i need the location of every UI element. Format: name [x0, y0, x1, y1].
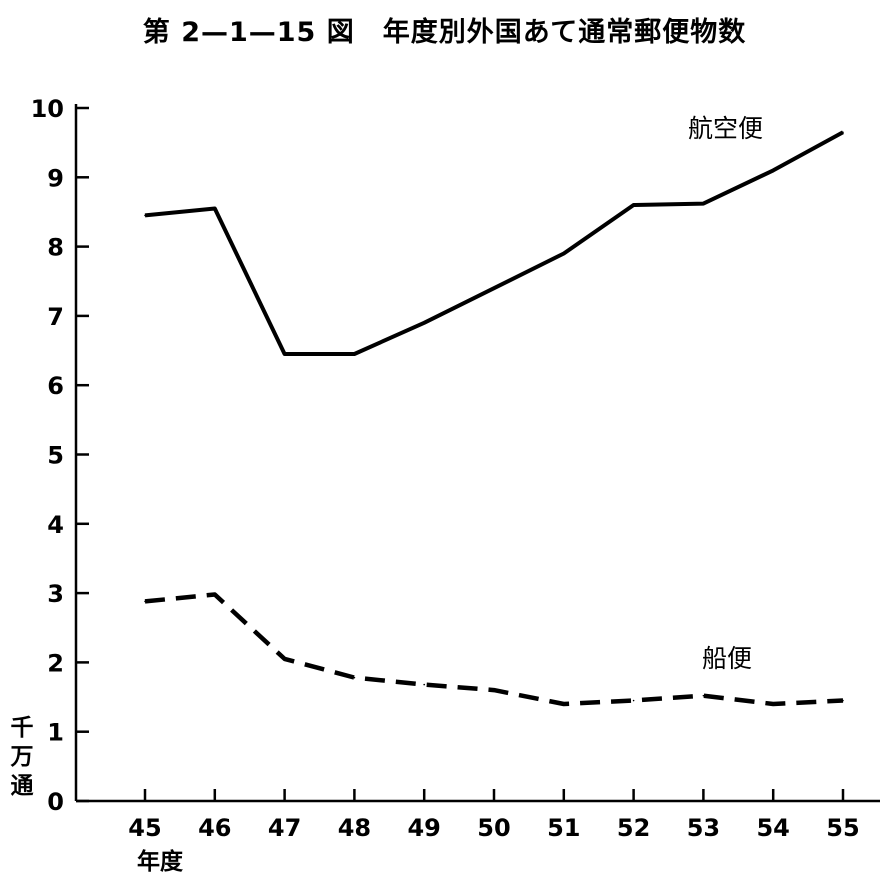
- x-tick-label: 54: [756, 814, 789, 842]
- data-point: [632, 699, 635, 702]
- data-point: [493, 689, 495, 691]
- data-point: [423, 683, 426, 686]
- data-point: [283, 658, 286, 660]
- data-point: [353, 676, 356, 679]
- data-point: [702, 694, 705, 697]
- data-point: [563, 703, 565, 705]
- y-tick-label: 8: [47, 234, 64, 262]
- data-point: [842, 131, 844, 134]
- data-point: [423, 322, 426, 324]
- data-point: [283, 353, 286, 355]
- chart-title: 第 2—1—15 図 年度別外国あて通常郵便物数: [142, 17, 747, 48]
- data-point: [144, 600, 146, 603]
- data-point: [632, 204, 635, 206]
- y-tick-label: 5: [47, 442, 64, 470]
- x-tick-label: 46: [198, 814, 231, 842]
- axes: [74, 104, 880, 803]
- x-tick-label: 49: [407, 814, 440, 842]
- data-point: [772, 169, 774, 172]
- data-point: [842, 699, 844, 702]
- y-tick-label: 2: [47, 649, 64, 677]
- y-tick-label: 6: [47, 372, 64, 400]
- x-tick-label: 51: [547, 814, 580, 842]
- series-lines: [144, 130, 844, 707]
- data-point: [214, 593, 216, 596]
- x-tick-label: 50: [477, 814, 510, 842]
- y-axis-ticks: 0 1 2 3 4 5 6 7 8 9 10: [31, 95, 89, 816]
- y-tick-label: 9: [47, 164, 64, 192]
- y-tick-label: 7: [47, 303, 64, 331]
- y-tick-label: 4: [47, 511, 64, 539]
- y-axis-label: 千万通: [11, 715, 34, 799]
- x-axis-label: 年度: [137, 848, 184, 875]
- y-tick-label: 3: [47, 580, 64, 608]
- x-tick-label: 45: [128, 814, 161, 842]
- x-axis-ticks: 45 46 47 48 49 50 51 52 53 54 55: [128, 789, 860, 842]
- y-tick-label: 1: [47, 719, 64, 747]
- data-point: [563, 252, 565, 255]
- data-point: [214, 207, 216, 210]
- data-point: [772, 703, 774, 705]
- data-point: [353, 353, 356, 355]
- y-tick-label: 10: [31, 95, 64, 123]
- x-tick-label: 47: [268, 814, 301, 842]
- data-point: [493, 287, 495, 289]
- x-tick-label: 48: [338, 814, 371, 842]
- series-label-airmail: 航空便: [688, 114, 763, 143]
- x-tick-label: 53: [687, 814, 720, 842]
- data-point: [702, 202, 705, 205]
- series-label-surface-mail: 船便: [702, 644, 752, 673]
- y-tick-label: 0: [47, 788, 64, 816]
- series-line-airmail: [144, 130, 844, 356]
- x-tick-label: 55: [826, 814, 859, 842]
- data-point: [144, 214, 146, 217]
- x-tick-label: 52: [617, 814, 650, 842]
